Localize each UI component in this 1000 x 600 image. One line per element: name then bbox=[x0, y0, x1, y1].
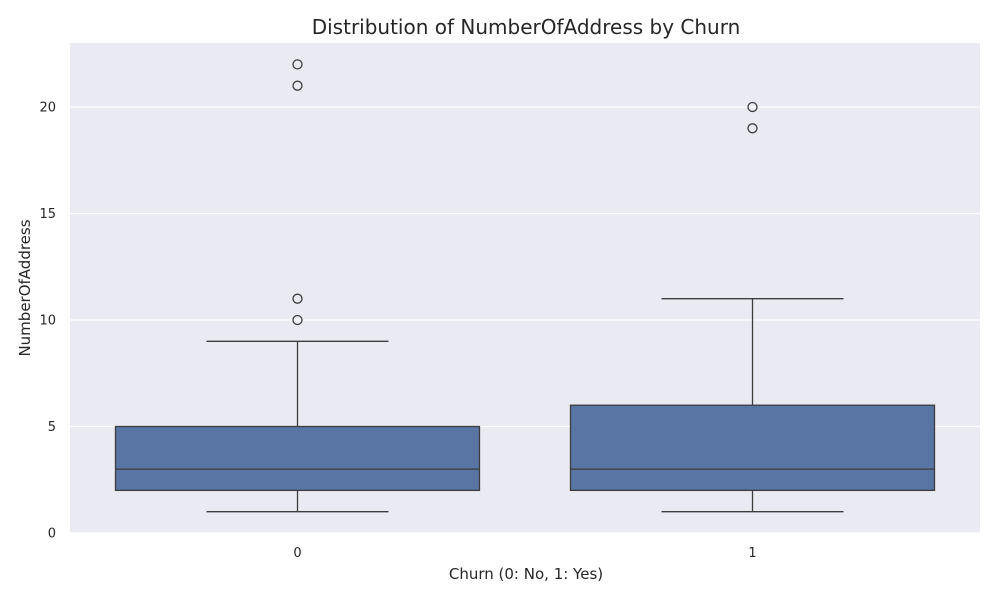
x-tick-label: 0 bbox=[293, 546, 301, 561]
x-tick-label: 1 bbox=[748, 546, 756, 561]
outlier-point bbox=[747, 101, 758, 113]
boxes-group bbox=[114, 59, 936, 513]
x-axis-label: Churn (0: No, 1: Yes) bbox=[449, 565, 603, 583]
y-tick-labels: 0 5 10 15 20 bbox=[39, 101, 56, 542]
box-iqr bbox=[569, 404, 936, 492]
y-tick-label: 5 bbox=[48, 420, 56, 435]
box-group-1 bbox=[569, 101, 936, 513]
y-tick-label: 0 bbox=[48, 527, 56, 542]
outlier-point bbox=[747, 123, 758, 134]
y-tick-label: 15 bbox=[39, 207, 56, 222]
outlier-point bbox=[292, 59, 303, 70]
y-tick-label: 20 bbox=[39, 101, 56, 116]
box-group-0 bbox=[114, 59, 481, 513]
outlier-point bbox=[292, 314, 303, 326]
outlier-point bbox=[292, 80, 303, 91]
chart-title: Distribution of NumberOfAddress by Churn bbox=[312, 15, 741, 39]
box-iqr bbox=[114, 425, 481, 492]
y-tick-label: 10 bbox=[39, 314, 56, 329]
outlier-point bbox=[292, 293, 303, 304]
y-axis-label: NumberOfAddress bbox=[16, 219, 34, 356]
